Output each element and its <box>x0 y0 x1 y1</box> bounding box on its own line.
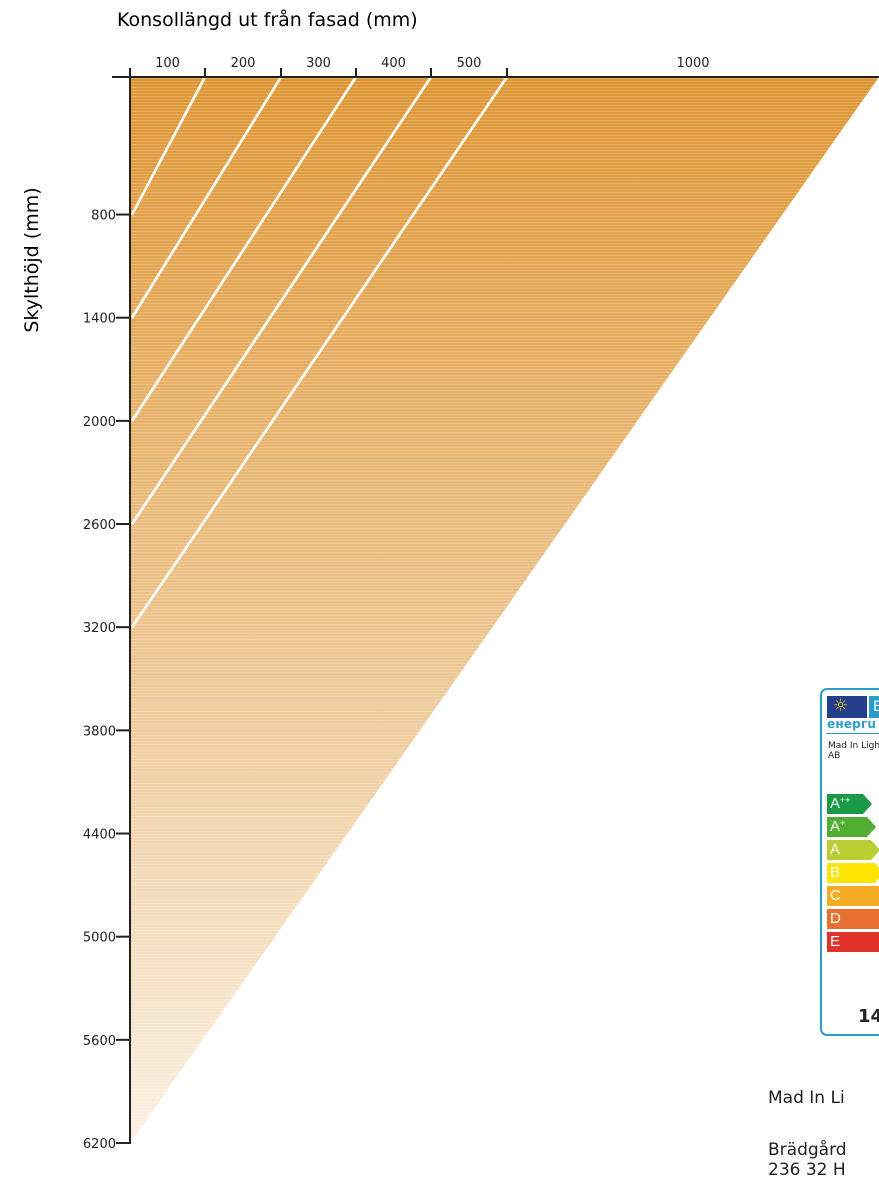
y-tick-label: 6200 <box>83 1137 116 1152</box>
x-tick-label: 300 <box>306 56 331 71</box>
limit-line-400 <box>130 76 433 525</box>
manufacturer-name: Mad In Light AB <box>828 741 879 761</box>
y-tick-label: 5000 <box>83 931 116 946</box>
y-axis-title: Skylthöjd (mm) <box>21 187 43 332</box>
company-name: Mad In Li <box>768 1088 845 1108</box>
x-axis-ticks: 100 200 300 400 500 1000 <box>129 56 710 77</box>
x-axis-title: Konsollängd ut från fasad (mm) <box>117 8 418 31</box>
energy-word: енергu <box>827 717 877 731</box>
energy-class-label: D <box>830 910 841 927</box>
energy-divider <box>826 733 879 734</box>
energy-class-label: A <box>830 841 841 858</box>
address-line-1: Brädgård <box>768 1140 847 1160</box>
energy-number: 14 <box>858 1006 879 1027</box>
x-tick-label: 200 <box>231 56 256 71</box>
energy-class-label: C <box>830 887 841 904</box>
x-tick-label: 500 <box>457 56 482 71</box>
y-tick-label: 2000 <box>83 415 116 430</box>
y-tick-label: 3200 <box>83 621 116 636</box>
energy-class-label: B <box>830 864 841 881</box>
eu-box: E <box>869 696 879 718</box>
limit-lines <box>130 76 509 628</box>
y-tick-label: 5600 <box>83 1034 116 1049</box>
energy-class-label: A++ <box>830 795 851 812</box>
y-tick-label: 3800 <box>83 724 116 739</box>
y-tick-label: 4400 <box>83 828 116 843</box>
y-tick-label: 2600 <box>83 518 116 533</box>
energy-class-label: A+ <box>830 818 846 835</box>
limit-line-200 <box>130 76 283 319</box>
y-tick-label: 1400 <box>83 312 116 327</box>
limit-line-500 <box>130 76 509 628</box>
address-line-2: 236 32 H <box>768 1160 846 1180</box>
y-axis-ticks: 800 1400 2000 2600 3200 3800 4400 5000 5600 6200 <box>83 209 130 1152</box>
eu-flag-icon: ☼ <box>827 696 867 718</box>
x-tick-label: 400 <box>381 56 406 71</box>
limit-line-100 <box>130 76 207 216</box>
energy-class-label: E <box>830 933 841 950</box>
y-tick-label: 800 <box>91 209 116 224</box>
x-tick-label: 100 <box>155 56 180 71</box>
area-texture <box>130 77 879 1143</box>
limit-line-300 <box>130 76 358 422</box>
x-tick-label: 1000 <box>676 56 709 71</box>
